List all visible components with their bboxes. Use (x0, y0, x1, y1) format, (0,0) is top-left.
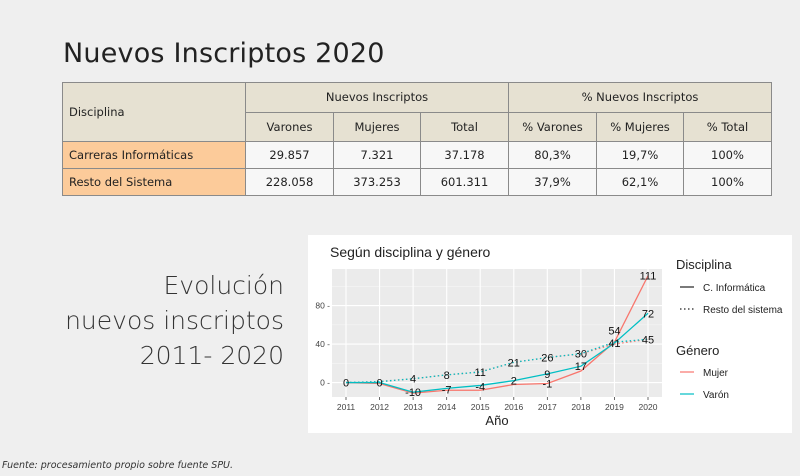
evolution-chart: Según disciplina y género 0 0 4 -10 8 -7 11 -4 2… (308, 235, 792, 433)
series-line-mujer-informatica (345, 275, 649, 394)
series-line-varon-informatica (346, 312, 649, 393)
table-cell: 373.253 (333, 168, 421, 196)
x-tick-label: 2015 (471, 402, 490, 412)
data-label: 9 (544, 369, 550, 381)
evolution-heading-line: nuevos inscriptos (65, 306, 284, 335)
data-label: -1 (542, 379, 552, 391)
x-tick-label: 2018 (571, 402, 590, 412)
grid-lines (332, 269, 662, 397)
y-tick-label: 0 - (320, 378, 330, 388)
y-tick-label: 40 - (315, 339, 330, 349)
table-cell: 601.311 (420, 168, 509, 196)
table-cell: 37,9% (508, 168, 597, 196)
group-header-nuevos: Nuevos Inscriptos (245, 82, 509, 113)
data-label: -7 (442, 384, 452, 396)
data-label: -4 (475, 381, 485, 393)
x-tick-label: 2016 (504, 402, 523, 412)
table-cell: 7.321 (333, 141, 421, 169)
table-corner-header: Disciplina (62, 82, 246, 142)
table-cell: 62,1% (596, 168, 684, 196)
evolution-heading-line: 2011- 2020 (139, 341, 284, 370)
subheader-pct-mujeres: % Mujeres (596, 111, 684, 142)
legend-disciplina-title: Disciplina (676, 257, 732, 272)
table-row: Carreras Informáticas 29.857 7.321 37.17… (62, 141, 772, 169)
row-label-resto: Resto del Sistema (62, 168, 246, 196)
legend-item-informatica: C. Informática (703, 283, 766, 294)
x-tick-label: 2017 (538, 402, 557, 412)
table-row: Resto del Sistema 228.058 373.253 601.31… (62, 168, 772, 196)
x-axis-label: Año (485, 413, 508, 428)
data-label: 21 (508, 357, 520, 369)
data-label: 0 (376, 378, 382, 390)
data-label: 2 (511, 376, 517, 388)
table-cell: 100% (683, 168, 772, 196)
subheader-varones: Varones (245, 111, 334, 142)
data-label: 72 (642, 308, 654, 320)
table-cell: 100% (683, 141, 772, 169)
inscriptos-table: Disciplina Nuevos Inscriptos % Nuevos In… (62, 82, 772, 196)
legend-item-mujer: Mujer (703, 368, 729, 379)
table-cell: 29.857 (245, 141, 334, 169)
subheader-pct-varones: % Varones (508, 111, 597, 142)
x-tick-label: 2014 (437, 402, 456, 412)
table-cell: 19,7% (596, 141, 684, 169)
data-label: 54 (608, 326, 620, 338)
row-label-informaticas: Carreras Informáticas (62, 141, 246, 169)
y-tick-label: 80 - (315, 301, 330, 311)
table-cell: 228.058 (245, 168, 334, 196)
source-footer: Fuente: procesamiento propio sobre fuent… (2, 460, 234, 471)
legend-item-resto: Resto del sistema (703, 305, 783, 316)
legend-item-varon: Varón (703, 390, 729, 401)
table-cell: 80,3% (508, 141, 597, 169)
data-label: 11 (475, 367, 486, 379)
x-tick-label: 2020 (639, 402, 658, 412)
legend-genero-title: Género (676, 343, 719, 358)
page-title: Nuevos Inscriptos 2020 (63, 38, 385, 69)
subheader-pct-total: % Total (683, 111, 772, 142)
data-label: -10 (405, 387, 421, 399)
series-line-varon-resto (345, 338, 649, 384)
data-label: 41 (608, 338, 620, 350)
table-cell: 37.178 (420, 141, 509, 169)
plot-panel (332, 269, 662, 397)
data-label: 26 (541, 353, 553, 365)
x-tick-label: 2011 (337, 402, 356, 412)
x-tick-label: 2012 (370, 402, 389, 412)
evolution-heading-line: Evolución (163, 271, 284, 300)
data-label: 17 (575, 361, 587, 373)
data-label: 4 (410, 374, 416, 386)
data-label: 8 (444, 370, 450, 382)
subheader-mujeres: Mujeres (333, 111, 421, 142)
data-label: 0 (343, 378, 349, 390)
data-label: 30 (575, 349, 587, 361)
subheader-total: Total (420, 111, 509, 142)
x-tick-label: 2013 (404, 402, 423, 412)
data-label: 45 (642, 334, 654, 346)
group-header-porcentaje: % Nuevos Inscriptos (508, 82, 772, 113)
axes: 0 -40 -80 -2011 2012 2013 2014 2015 2016 2017 2… (315, 301, 657, 412)
chart-svg: Según disciplina y género 0 0 4-10 8 -7 11 -4 2… (315, 244, 783, 428)
series-lines (345, 275, 649, 394)
x-tick-label: 2019 (605, 402, 624, 412)
chart-title: Según disciplina y género (330, 244, 491, 260)
evolution-heading: Evolución nuevos inscriptos 2011- 2020 (24, 268, 284, 373)
data-label: 111 (640, 271, 657, 283)
